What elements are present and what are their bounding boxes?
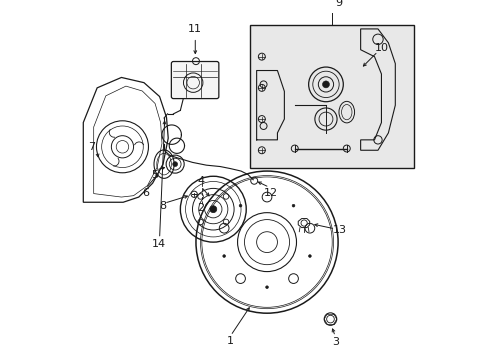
Text: 14: 14 xyxy=(151,239,165,249)
Circle shape xyxy=(239,204,242,207)
Text: 7: 7 xyxy=(87,142,95,152)
Circle shape xyxy=(291,204,294,207)
Circle shape xyxy=(322,81,329,88)
Circle shape xyxy=(265,286,268,289)
Text: 12: 12 xyxy=(263,188,277,198)
Text: 5: 5 xyxy=(151,170,158,180)
Text: 13: 13 xyxy=(332,225,346,235)
Text: 3: 3 xyxy=(331,337,338,347)
Circle shape xyxy=(223,255,225,257)
Text: 4: 4 xyxy=(197,176,204,186)
Text: 11: 11 xyxy=(188,24,202,34)
Text: 8: 8 xyxy=(159,201,166,211)
FancyBboxPatch shape xyxy=(171,62,219,99)
Circle shape xyxy=(172,162,177,167)
Bar xyxy=(249,26,413,168)
Text: 6: 6 xyxy=(142,188,149,198)
Text: 9: 9 xyxy=(335,0,342,8)
Text: 1: 1 xyxy=(226,336,234,346)
Text: 2: 2 xyxy=(197,203,204,213)
Circle shape xyxy=(308,255,311,257)
Text: 10: 10 xyxy=(374,43,387,53)
Circle shape xyxy=(209,206,216,213)
